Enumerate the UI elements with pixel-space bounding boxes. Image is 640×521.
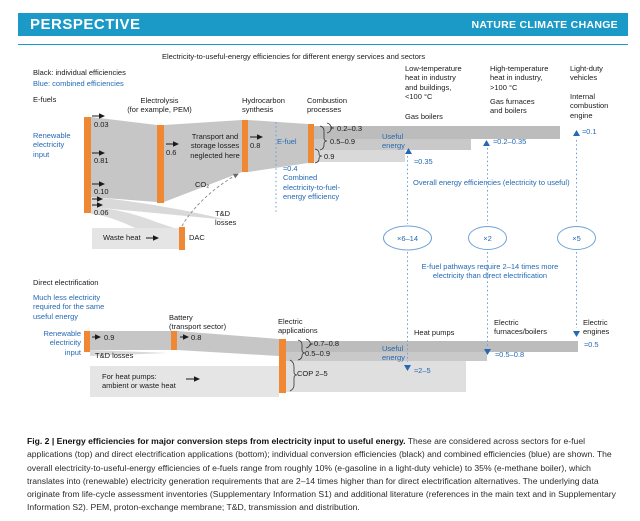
split-010: 0.10 [94,187,109,196]
flow-elec-engines [286,341,578,352]
range-braces [289,122,335,392]
electrolysis-eff: 0.6 [166,148,177,157]
flow-efuel-furnaces [314,139,471,150]
renewable-input-label-bottom: Renewable electricity input [43,329,81,357]
flow-battery-apps [177,331,279,356]
battery-eff: 0.8 [191,333,202,342]
eff-ice-range: 0.2–0.3 [337,124,363,133]
split-003: 0.03 [94,120,109,129]
flow-input-electrolysis [91,117,157,202]
eff-furnace-range: 0.5–0.9 [330,137,356,146]
flow-td-losses-top [91,197,228,220]
article-type-label: PERSPECTIVE [30,16,141,33]
overall-eff-elec-furnaces: ≈0.5–0.8 [495,350,525,359]
waste-heat-label: Waste heat [103,233,141,242]
flow-elec-furnaces [286,352,487,361]
service-low-temp-heat: Low-temperature heat in industry and bui… [405,64,462,102]
legend-individual: Black: individual efficiencies [33,68,126,77]
flow-hydrocarbon-combustion [248,120,308,172]
bar-renewable-input-bottom [84,331,90,352]
overall-eff-ice: ≈0.1 [582,127,597,136]
efficiency-reference-lines [275,122,577,362]
td-eff: 0.9 [104,333,115,342]
combined-fuel-eff: ≈0.4 Combined electricity-to-fuel- energ… [283,164,341,202]
heat-pump-source-label: For heat pumps: ambient or waste heat [102,372,176,391]
legend-combined: Blue: combined efficiencies [33,79,124,88]
bar-dac [179,227,185,250]
service-high-temp-heat: High-temperature heat in industry, >100 … [490,64,549,92]
tech-electric-engines: Electric engines [583,318,610,337]
hydrocarbon-eff: 0.8 [250,141,261,150]
caption-body: These are considered across sectors for … [27,436,616,513]
tech-electric-furnaces: Electric furnaces/boilers [494,318,547,337]
section-direct-electrification: Direct electrification [33,278,99,287]
bar-hydrocarbon-synthesis [242,120,248,172]
section-efuels: E-fuels [33,95,57,104]
split-006: 0.06 [94,208,109,217]
overall-eff-boilers: ≈0.35 [414,157,433,166]
electric-applications-label: Electric applications [278,317,318,336]
tech-gas-furnaces: Gas furnaces and boilers [490,97,535,116]
overall-efficiencies-note: Overall energy efficiencies (electricity… [413,178,570,187]
heat-pump-source-box [90,366,279,397]
caption-lead: Fig. 2 | Energy efficiencies for major c… [27,436,406,446]
transport-losses-note: Transport and storage losses neglected h… [190,132,240,160]
waste-heat-box [92,228,179,249]
td-losses-label-bottom: T&D losses [95,351,134,360]
electrolysis-label: Electrolysis (for example, PEM) [127,96,192,115]
flow-arrows [92,113,263,382]
combustion-label: Combustion processes [307,96,348,115]
journal-name: NATURE CLIMATE CHANGE [471,18,618,31]
bar-combustion [308,124,314,163]
flow-input-battery [90,331,171,350]
bar-electrolysis [157,125,164,203]
multiplier-vehicles: ×5 [572,234,581,243]
electrification-note: Much less electricity required for the s… [33,293,105,321]
eff-boiler: 0.9 [324,152,335,161]
overall-eff-elec-engines: ≈0.5 [584,340,599,349]
useful-energy-top: Useful energy [382,132,405,151]
flow-electrolysis-hydrocarbon [164,120,242,202]
battery-label: Battery (transport sector) [169,313,227,332]
flow-efuel-boilers [314,150,405,162]
tech-heat-pumps: Heat pumps [414,328,455,337]
service-light-duty-vehicles: Light-duty vehicles [570,64,603,83]
bar-battery [171,331,177,350]
figure-caption: Fig. 2 | Energy efficiencies for major c… [27,435,619,515]
td-losses-label-top: T&D losses [215,209,237,228]
useful-energy-bottom: Useful energy [382,344,405,363]
split-081: 0.81 [94,156,109,165]
co2-arrow [181,173,239,227]
efficiency-markers [404,130,580,371]
figure-title: Electricity-to-useful-energy efficiencie… [162,52,426,61]
overall-eff-furnaces: ≈0.2–0.35 [493,137,527,146]
multiplier-high-heat: ×2 [483,234,492,243]
tech-gas-boilers: Gas boilers [405,112,443,121]
dac-label: DAC [189,233,205,242]
co2-label: CO₂ [195,180,210,189]
eff-elec-furnaces-range: 0.5–0.9 [305,349,331,358]
eff-cop-range: COP 2–5 [297,369,328,378]
eff-elec-engines-range: 0.7–0.8 [314,339,340,348]
bar-electric-applications [279,339,286,393]
header-rule [18,44,628,45]
journal-header-bar: PERSPECTIVE NATURE CLIMATE CHANGE [18,13,628,36]
flow-efuel-ice [314,126,560,139]
multiplier-ovals [383,225,596,251]
overall-eff-heat-pumps: ≈2–5 [414,366,431,375]
multiplier-low-heat: ×6–14 [396,234,419,243]
multiplier-note: E-fuel pathways require 2–14 times more … [421,262,559,281]
flow-heat-pumps [286,361,466,392]
efuel-label: E-fuel [277,137,297,146]
tech-ice: Internal combustion engine [570,92,609,120]
renewable-input-label-top: Renewable electricity input [33,131,71,159]
flow-td-losses-bottom [90,350,168,356]
hydrocarbon-label: Hydrocarbon synthesis [242,96,285,115]
bar-renewable-input [84,117,91,213]
